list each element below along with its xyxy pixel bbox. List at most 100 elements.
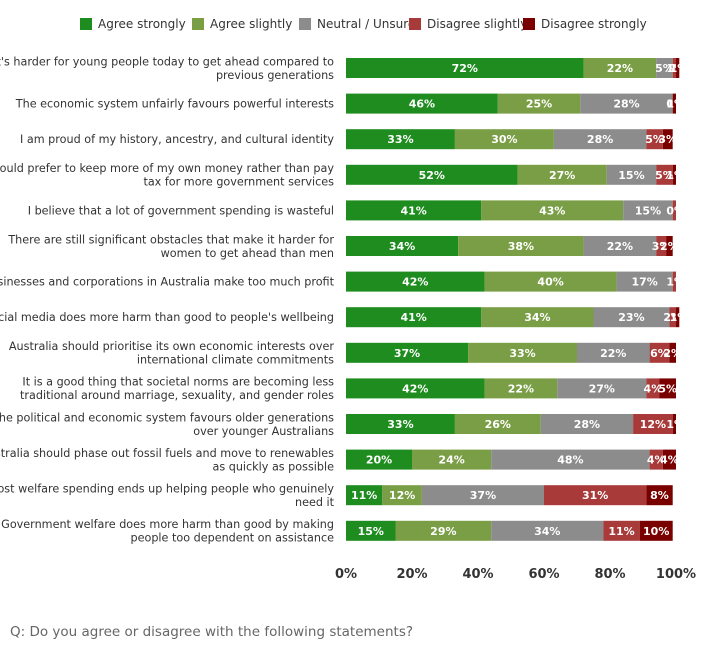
category-label-line: Australia should phase out fossil fuels … xyxy=(0,447,334,460)
bar-value-label: 1% xyxy=(670,311,689,324)
category-label-line: as quickly as possible xyxy=(212,460,334,473)
bar-segment xyxy=(646,378,660,399)
category-label: Australia should prioritise its own econ… xyxy=(9,340,334,367)
bar-segment xyxy=(346,520,396,541)
bar-segment xyxy=(672,164,676,185)
bar-value-label: 27% xyxy=(549,169,575,182)
category-label: I believe that a lot of government spend… xyxy=(28,204,334,217)
bar-segment xyxy=(656,58,673,78)
category-label: Australia should phase out fossil fuels … xyxy=(0,447,334,474)
bar-value-label: 37% xyxy=(394,347,420,360)
bar-value-label: 3% xyxy=(658,133,677,146)
bar-segment xyxy=(583,236,657,256)
bar-value-label: 20% xyxy=(366,454,392,467)
bar-value-label: 27% xyxy=(589,382,615,395)
bar-segment xyxy=(672,414,676,434)
bar-segment xyxy=(346,378,485,399)
category-label-line: tax for more government services xyxy=(143,176,334,189)
category-label-line: I am proud of my history, ancestry, and … xyxy=(20,133,334,146)
category-label-line: need it xyxy=(295,496,335,509)
legend-item-disagree-strongly[interactable]: Disagree strongly xyxy=(523,16,647,32)
bar-value-label: 4% xyxy=(647,454,666,467)
legend-item-neutral-unsure[interactable]: Neutral / Unsure xyxy=(299,16,415,32)
category-label: It's harder for young people today to ge… xyxy=(0,55,334,82)
bar-segment xyxy=(557,378,647,399)
category-label-line: Australia should prioritise its own econ… xyxy=(9,340,334,353)
legend-label: Disagree slightly xyxy=(427,17,528,31)
bar-value-label: 12% xyxy=(389,489,415,502)
bar-segment xyxy=(672,58,676,78)
bar-segment xyxy=(484,378,558,399)
bar-value-label: 15% xyxy=(358,525,384,538)
bar-value-label: 26% xyxy=(485,418,511,431)
bar-segment xyxy=(672,271,676,292)
legend-swatch xyxy=(523,18,535,30)
legend-item-agree-slightly[interactable]: Agree slightly xyxy=(192,16,292,32)
category-label-line: There are still significant obstacles th… xyxy=(7,233,334,246)
category-label-line: It's harder for young people today to ge… xyxy=(0,55,334,68)
bar-segment xyxy=(454,414,541,434)
category-label-line: people too dependent on assistance xyxy=(131,532,335,545)
bar-value-label: 23% xyxy=(618,311,644,324)
bar-segment xyxy=(649,449,663,470)
category-label-line: The economic system unfairly favours pow… xyxy=(15,98,334,111)
legend-item-disagree-slightly[interactable]: Disagree slightly xyxy=(409,16,527,32)
bar-segment xyxy=(346,236,459,256)
bar-segment xyxy=(346,449,412,470)
category-label-line: traditional around marriage, sexuality, … xyxy=(20,389,334,402)
category-label-line: I would prefer to keep more of my own mo… xyxy=(0,162,334,175)
category-label-line: I believe that a lot of government spend… xyxy=(28,204,334,217)
bar-value-label: 31% xyxy=(582,489,608,502)
category-label: I am proud of my history, ancestry, and … xyxy=(20,133,334,146)
bar-value-label: 29% xyxy=(430,525,456,538)
bar-segment xyxy=(481,200,624,221)
bar-segment xyxy=(468,342,577,363)
bar-value-label: 28% xyxy=(587,133,613,146)
bar-value-label: 1% xyxy=(670,62,689,75)
bar-value-label: 4% xyxy=(644,382,663,395)
bar-segment xyxy=(659,378,676,399)
category-label-line: international climate commitments xyxy=(137,354,334,367)
bar-value-label: 46% xyxy=(409,98,435,111)
bar-value-label: 12% xyxy=(640,418,666,431)
bar-segment xyxy=(484,271,617,292)
bar-segment xyxy=(580,93,673,114)
bar-segment xyxy=(646,485,673,506)
bar-value-label: 5% xyxy=(645,133,664,146)
bar-value-label: 10% xyxy=(643,525,669,538)
bar-segment xyxy=(676,58,680,78)
bar-segment xyxy=(346,129,455,150)
category-label: Government welfare does more harm than g… xyxy=(1,518,334,545)
bar-segment xyxy=(662,449,676,470)
stacked-bar-chart: It's harder for young people today to ge… xyxy=(0,55,696,582)
bar-value-label: 38% xyxy=(508,240,534,253)
bar-segment xyxy=(421,485,544,506)
bar-segment xyxy=(666,236,673,256)
bar-segment xyxy=(458,236,584,256)
category-label-line: over younger Australians xyxy=(193,425,334,438)
category-label: Social media does more harm than good to… xyxy=(0,311,334,324)
bar-value-label: 1% xyxy=(666,418,685,431)
category-label-line: Businesses and corporations in Australia… xyxy=(0,276,335,289)
bar-value-label: 1% xyxy=(666,276,685,289)
bar-value-label: 28% xyxy=(613,98,639,111)
bar-segment xyxy=(656,164,673,185)
bar-segment xyxy=(623,200,673,221)
bar-segment xyxy=(577,342,650,363)
legend-item-agree-strongly[interactable]: Agree strongly xyxy=(80,16,186,32)
bar-segment xyxy=(382,485,422,506)
x-axis-tick-label: 80% xyxy=(594,567,625,582)
bar-segment xyxy=(593,307,670,328)
bar-value-label: 22% xyxy=(508,382,534,395)
x-axis-tick-label: 60% xyxy=(528,567,559,582)
bar-segment xyxy=(669,342,676,363)
bar-value-label: 2% xyxy=(663,347,682,360)
bar-value-label: 43% xyxy=(539,204,565,217)
bar-segment xyxy=(346,307,482,328)
category-label: Businesses and corporations in Australia… xyxy=(0,276,335,289)
category-label: Most welfare spending ends up helping pe… xyxy=(0,482,335,509)
bar-value-label: 33% xyxy=(509,347,535,360)
bar-segment xyxy=(412,449,492,470)
legend-label: Agree strongly xyxy=(98,17,186,31)
category-label: The economic system unfairly favours pow… xyxy=(15,98,334,111)
